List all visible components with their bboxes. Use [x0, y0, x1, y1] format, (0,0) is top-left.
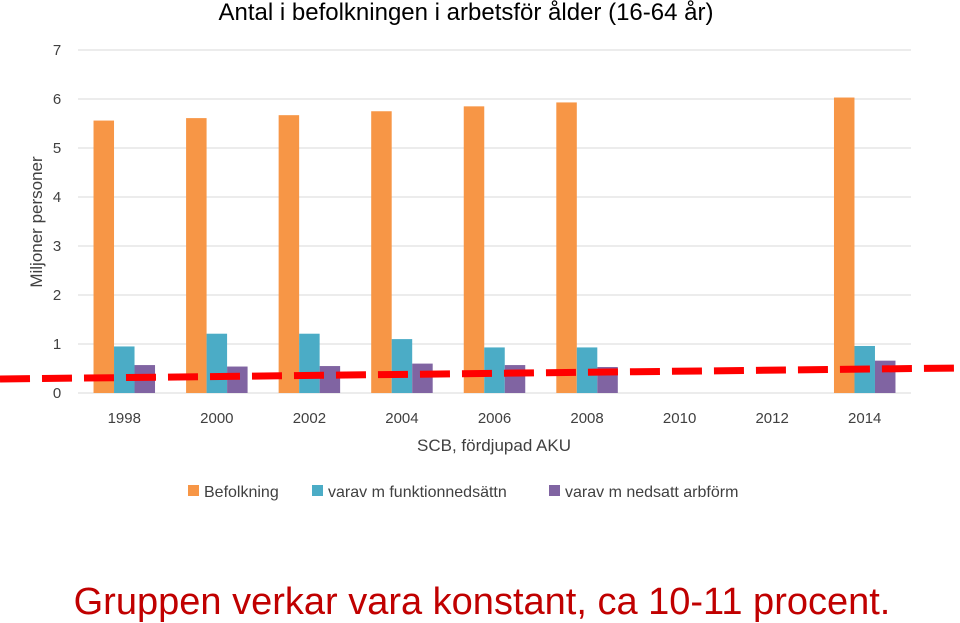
- y-tick-label: 2: [53, 287, 61, 304]
- bar: [412, 363, 433, 393]
- annotation-caption: Gruppen verkar vara konstant, ca 10-11 p…: [74, 581, 891, 623]
- bar: [391, 339, 413, 393]
- bar: [371, 111, 392, 393]
- bar: [833, 97, 855, 393]
- y-tick-label: 4: [53, 189, 61, 206]
- x-tick-label: 1998: [108, 410, 141, 427]
- y-tick-label: 7: [53, 42, 61, 59]
- legend-label: varav m funktionnedsättn: [328, 484, 507, 501]
- bar: [206, 333, 228, 393]
- bar: [319, 366, 341, 393]
- bar: [556, 102, 577, 394]
- legend-label: Befolkning: [204, 484, 279, 501]
- bar: [186, 118, 207, 394]
- bars: [93, 97, 896, 394]
- x-tick-labels: 1998 2000 2002 2004 2006 2008 2010 2012 2014: [108, 410, 882, 427]
- chart-title: Antal i befolkningen i arbetsför ålder (…: [219, 0, 714, 26]
- y-tick-label: 1: [53, 336, 61, 353]
- x-tick-label: 2004: [385, 410, 418, 427]
- x-tick-label: 2012: [755, 410, 788, 427]
- x-tick-label: 2000: [200, 410, 233, 427]
- bar: [114, 346, 135, 393]
- legend: Befolkning varav m funktionnedsättn varav …: [188, 484, 738, 501]
- x-tick-label: 2014: [848, 410, 881, 427]
- bar: [278, 115, 300, 394]
- bar: [93, 120, 115, 393]
- bar: [576, 347, 598, 393]
- legend-swatch: [549, 485, 560, 496]
- x-tick-label: 2002: [293, 410, 326, 427]
- y-axis-label: Miljoner personer: [27, 156, 46, 288]
- bar: [504, 365, 526, 393]
- x-tick-label: 2006: [478, 410, 511, 427]
- x-tick-label: 2008: [570, 410, 603, 427]
- legend-swatch: [312, 485, 323, 496]
- legend-swatch: [188, 485, 199, 496]
- y-tick-label: 6: [53, 91, 61, 108]
- y-tick-label: 0: [53, 385, 61, 402]
- legend-label: varav m nedsatt arbförm: [565, 484, 738, 501]
- y-tick-labels: 0 1 2 3 4 5 6 7: [53, 42, 61, 402]
- x-axis-label: SCB, fördjupad AKU: [417, 436, 571, 455]
- y-tick-label: 5: [53, 140, 61, 157]
- bar: [299, 333, 320, 393]
- trend-line: [0, 364, 960, 383]
- y-tick-label: 3: [53, 238, 61, 255]
- bar: [484, 347, 505, 393]
- bar: [463, 106, 485, 393]
- x-tick-label: 2010: [663, 410, 696, 427]
